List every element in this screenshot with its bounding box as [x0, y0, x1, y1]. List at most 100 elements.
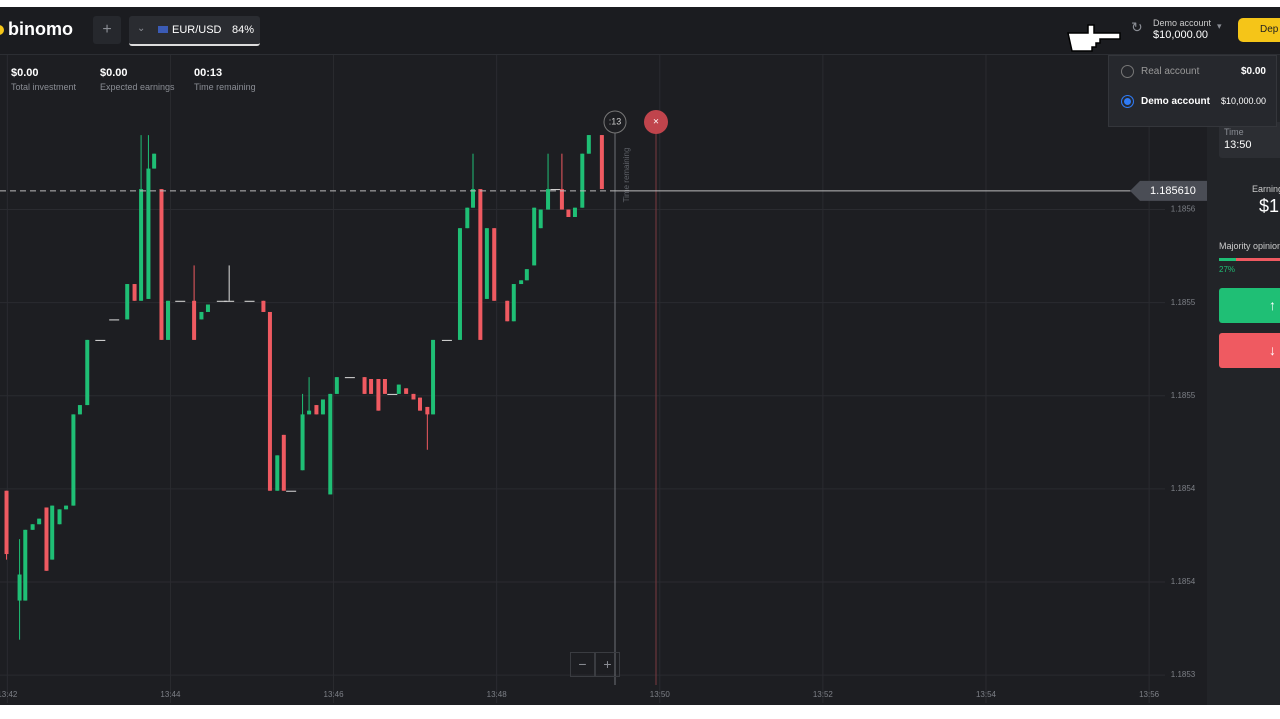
- candle-body: [431, 339, 436, 415]
- candle-body: [30, 524, 35, 530]
- candle-body: [396, 384, 401, 394]
- candle-body: [320, 399, 325, 415]
- candle-body: [307, 410, 312, 415]
- down-button[interactable]: ↓: [1219, 333, 1280, 368]
- radio[interactable]: [1121, 95, 1134, 108]
- expiry-icon: ⨯: [653, 117, 660, 126]
- candle-body: [465, 207, 470, 229]
- price-label: 1.185610: [1150, 185, 1196, 197]
- candle-body: [152, 153, 157, 169]
- payout: 84%: [232, 24, 255, 36]
- asset-name: EUR/USD: [172, 24, 222, 36]
- majority-value: 27%: [1219, 265, 1236, 274]
- candle-body: [546, 189, 551, 210]
- time-value: 13:50: [1224, 139, 1252, 151]
- candle-body: [314, 405, 319, 415]
- candle-body: [281, 434, 286, 491]
- candle-body: [471, 189, 476, 208]
- add-button[interactable]: +: [93, 16, 121, 44]
- caret: ⌄: [137, 23, 146, 34]
- account-balance[interactable]: $10,000.00: [1153, 29, 1209, 41]
- account-balance: $0.00: [1240, 66, 1266, 77]
- logo-dot: [0, 25, 4, 35]
- candle-body: [300, 414, 305, 471]
- deposit-button[interactable]: Dep: [1238, 18, 1280, 42]
- candle-body: [23, 529, 28, 601]
- y-tick-label: 1.1855: [1171, 391, 1196, 400]
- refresh-icon[interactable]: ↻: [1131, 19, 1143, 35]
- y-tick-label: 1.1854: [1171, 577, 1196, 586]
- candle-body: [328, 393, 333, 495]
- candle-body: [580, 153, 585, 208]
- y-tick-label: 1.1853: [1171, 670, 1196, 679]
- account-name[interactable]: Real account: [1141, 66, 1200, 77]
- candle-body: [492, 228, 497, 301]
- candle-body: [441, 339, 452, 341]
- candle-body: [559, 189, 564, 210]
- candle-body: [376, 379, 381, 411]
- candle-body: [404, 388, 409, 394]
- candle-body: [382, 379, 387, 394]
- hand-cursor: [1067, 24, 1121, 52]
- stat-label: Total investment: [11, 82, 77, 92]
- candle-body: [599, 135, 604, 190]
- x-tick-label: 13:52: [813, 690, 834, 699]
- candle-body: [244, 300, 255, 302]
- zoom-in[interactable]: +: [595, 652, 620, 677]
- candle-body: [146, 168, 151, 299]
- timer: :13: [609, 116, 622, 126]
- majority-label: Majority opinion: [1219, 241, 1280, 251]
- candle-body: [532, 207, 537, 266]
- flag: [158, 26, 168, 33]
- radio[interactable]: [1121, 65, 1134, 78]
- timer-circle: [603, 110, 627, 134]
- app: 13:42 13:44 13:46 13:48 13:50 13:52 13:54 13:56…: [0, 7, 1280, 705]
- candle-body: [139, 189, 144, 301]
- candle-body: [505, 300, 510, 322]
- x-tick-label: 13:44: [160, 690, 181, 699]
- candle-body: [216, 300, 227, 302]
- stat-label: Time remaining: [194, 82, 256, 92]
- account-balance: $10,000.00: [1220, 96, 1266, 106]
- account-label[interactable]: Demo account: [1153, 18, 1212, 28]
- header: binomo + ⌄ EUR/USD 84% ↻ Demo account $1…: [0, 7, 1280, 55]
- candle-body: [478, 189, 483, 340]
- up-button[interactable]: ↑: [1219, 288, 1280, 323]
- x-tick-label: 13:56: [1139, 690, 1160, 699]
- candle-body: [267, 311, 272, 491]
- x-tick-label: 13:54: [976, 690, 997, 699]
- candle-body: [44, 507, 49, 571]
- account-name[interactable]: Demo account: [1141, 96, 1210, 107]
- candle-body: [85, 339, 90, 406]
- candle-body: [519, 280, 524, 285]
- time-box[interactable]: Time 13:50: [1219, 122, 1280, 158]
- candle-body: [4, 490, 9, 555]
- candle-body: [17, 574, 22, 601]
- candle-body: [586, 135, 591, 154]
- earnings-label: Earning: [1252, 184, 1280, 194]
- candle-body: [261, 300, 266, 312]
- candle-body: [334, 377, 339, 394]
- candle-body: [418, 397, 423, 411]
- candle-body: [205, 304, 210, 312]
- expiry-marker: [644, 110, 668, 134]
- stat-value: $0.00: [11, 67, 39, 79]
- candle-body: [95, 339, 106, 341]
- x-tick-label: 13:48: [487, 690, 508, 699]
- candle-body: [199, 311, 204, 320]
- side-panel: Time 13:50 Earning $1 Majority opinion 2…: [1207, 55, 1280, 705]
- candle-body: [550, 189, 561, 191]
- majority-share: [1219, 258, 1237, 261]
- asset-tab[interactable]: ⌄ EUR/USD 84%: [129, 16, 260, 46]
- candle-body: [166, 300, 171, 340]
- earnings-value: $1: [1259, 196, 1280, 216]
- zoom-out[interactable]: −: [570, 652, 595, 677]
- candle-body: [411, 393, 416, 400]
- candle-body: [511, 284, 516, 322]
- candle-body: [175, 300, 186, 302]
- logo[interactable]: binomo: [8, 19, 73, 39]
- stat-value: $0.00: [100, 67, 128, 79]
- candle-body: [192, 300, 197, 340]
- candle-body: [387, 393, 398, 395]
- candle-body: [538, 209, 543, 229]
